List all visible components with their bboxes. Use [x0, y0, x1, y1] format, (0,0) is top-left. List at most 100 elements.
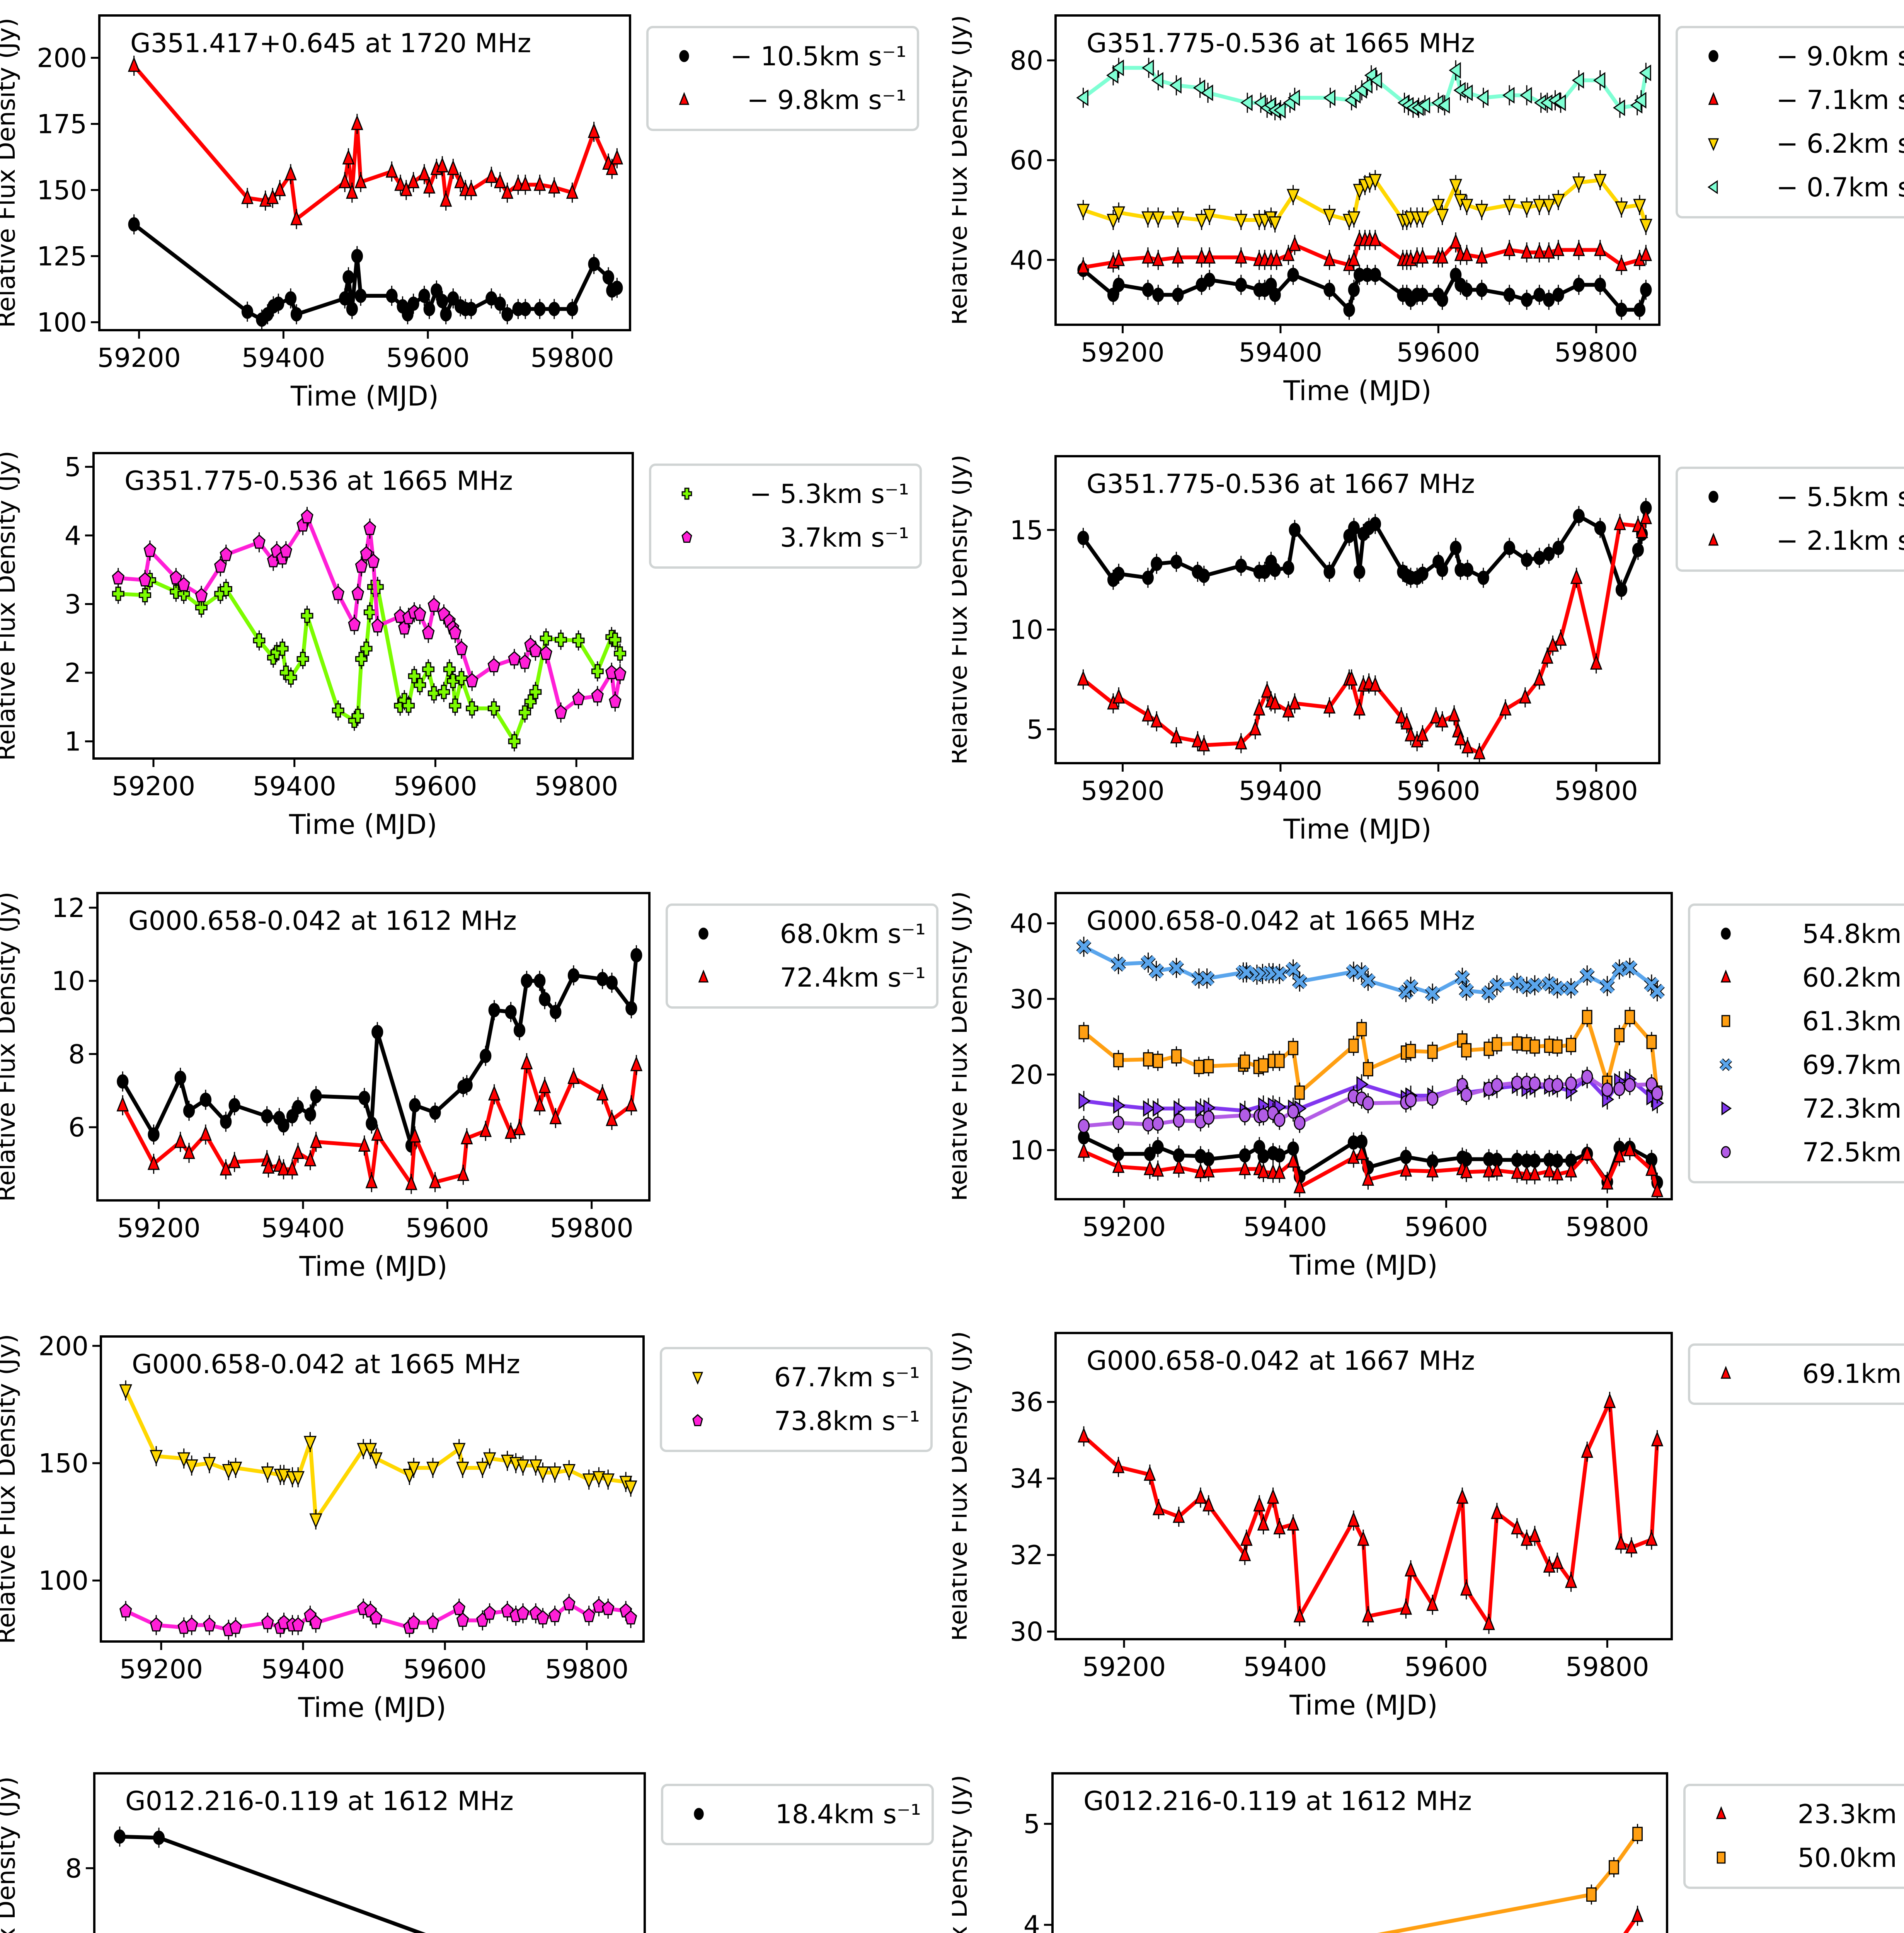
data-point: [1170, 728, 1183, 743]
data-point: [488, 1003, 500, 1018]
chart-panel-10: 5920059300594005950059600345Time (MJD)Re…: [944, 1760, 1904, 1933]
data-point: [346, 302, 358, 316]
data-point: [625, 1001, 637, 1016]
x-axis-label: Time (MJD): [1283, 813, 1431, 845]
x-tick-label: 59800: [1554, 776, 1638, 806]
series-1: [1077, 498, 1652, 600]
data-point: [128, 56, 140, 72]
legend-label: 69.7km s⁻¹: [1802, 1050, 1904, 1081]
x-axis-label: Time (MJD): [298, 1692, 446, 1723]
data-point: [1151, 1161, 1164, 1177]
plot-frame: [92, 452, 634, 760]
data-point: [1273, 1163, 1286, 1179]
legend-label: − 10.5km s⁻¹: [730, 41, 906, 72]
y-tick-label: 3: [65, 590, 81, 620]
data-point: [363, 520, 376, 535]
data-point: [1553, 94, 1566, 111]
data-point: [262, 1158, 275, 1174]
data-point: [540, 645, 552, 660]
data-point: [1107, 214, 1120, 229]
data-point: [431, 283, 443, 298]
data-point: [1520, 201, 1533, 217]
data-point: [483, 1452, 496, 1468]
data-point: [1625, 1538, 1638, 1554]
data-point: [284, 291, 297, 306]
data-point: [1565, 1162, 1577, 1178]
data-point: [1170, 554, 1182, 569]
data-point: [461, 1078, 473, 1093]
y-tick-label: 36: [1010, 1387, 1043, 1418]
data-point: [1460, 199, 1473, 214]
data-point: [1476, 89, 1489, 106]
data-point: [1292, 974, 1307, 989]
data-point: [385, 162, 398, 178]
data-point: [1077, 258, 1090, 274]
data-point: [427, 597, 441, 612]
x-tick-label: 59200: [97, 343, 181, 373]
x-tick-label: 59800: [535, 771, 618, 802]
legend-marker-icon: [1720, 1365, 1731, 1379]
data-point: [1194, 1488, 1207, 1504]
data-point: [358, 1091, 370, 1105]
data-point: [1199, 971, 1215, 986]
data-point: [1323, 698, 1336, 714]
legend-marker-icon: [692, 1372, 703, 1385]
data-point: [351, 709, 364, 723]
data-point: [1461, 283, 1473, 297]
data-point: [1153, 1053, 1163, 1068]
data-point: [1622, 960, 1638, 976]
data-point: [261, 1614, 274, 1630]
data-point: [1257, 1163, 1270, 1178]
data-point: [1253, 700, 1265, 716]
data-point: [1417, 566, 1429, 581]
chart-title: G000.658-0.042 at 1665 MHz: [132, 1349, 520, 1380]
data-point: [566, 302, 578, 316]
data-point: [1151, 72, 1163, 89]
data-point: [1432, 199, 1445, 214]
data-point: [355, 288, 367, 303]
data-point: [1450, 540, 1462, 555]
data-point: [449, 625, 462, 639]
data-point: [1203, 1059, 1214, 1074]
data-point: [1551, 1165, 1563, 1181]
series-4: [1076, 58, 1651, 121]
data-point: [1113, 1097, 1126, 1114]
data-point: [1599, 978, 1615, 994]
legend-marker-icon: [692, 1414, 703, 1426]
data-point: [1353, 184, 1366, 199]
y-tick-label: 60: [1010, 145, 1043, 176]
y-tick-label: 12: [51, 893, 85, 924]
data-point: [303, 1436, 317, 1451]
data-point: [351, 586, 364, 600]
data-point: [1586, 1887, 1597, 1902]
data-point: [1460, 84, 1473, 101]
data-point: [1563, 980, 1579, 996]
data-point: [611, 281, 623, 295]
data-point: [1615, 582, 1628, 597]
data-point: [427, 686, 440, 701]
data-point: [1141, 59, 1154, 77]
data-point: [1527, 978, 1543, 993]
data-point: [1286, 962, 1301, 977]
data-point: [1573, 509, 1585, 523]
y-tick-label: 40: [1010, 245, 1043, 276]
data-point: [348, 617, 361, 631]
chart-title: G351.775-0.536 at 1665 MHz: [124, 466, 513, 496]
legend-marker-icon: [694, 1808, 704, 1820]
data-point: [1287, 1515, 1299, 1531]
legend-marker-icon: [1708, 92, 1719, 105]
y-tick-label: 100: [38, 1566, 89, 1596]
data-point: [277, 1160, 290, 1176]
data-point: [1269, 288, 1281, 302]
data-point: [279, 543, 293, 558]
data-point: [1473, 744, 1486, 760]
series-3: [1076, 170, 1653, 235]
data-point: [1323, 564, 1335, 579]
data-point: [440, 307, 452, 322]
data-point: [1426, 1595, 1439, 1611]
chart-title: G000.658-0.042 at 1667 MHz: [1087, 1346, 1475, 1376]
data-point: [1529, 1039, 1540, 1054]
data-point: [1202, 1496, 1215, 1512]
data-point: [1287, 1104, 1299, 1119]
data-point: [1238, 1160, 1251, 1175]
